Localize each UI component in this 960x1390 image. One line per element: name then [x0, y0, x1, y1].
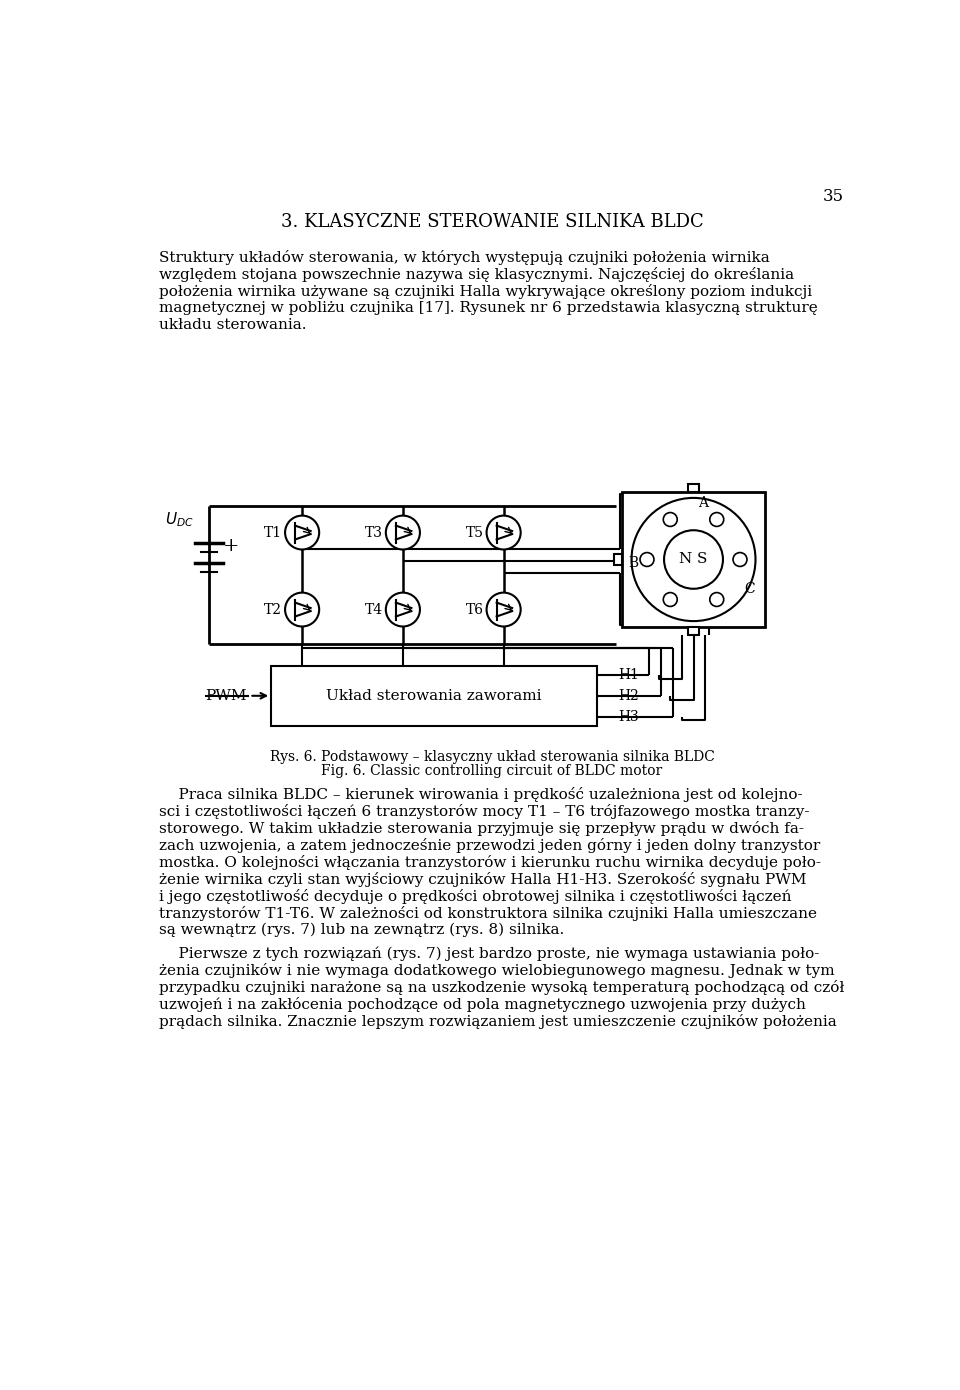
Text: T1: T1 — [264, 525, 282, 539]
Text: względem stojana powszechnie nazywa się klasycznymi. Najczęściej do określania: względem stojana powszechnie nazywa się … — [158, 267, 794, 282]
Text: 3. KLASYCZNE STEROWANIE SILNIKA BLDC: 3. KLASYCZNE STEROWANIE SILNIKA BLDC — [280, 213, 704, 231]
Circle shape — [632, 498, 756, 621]
Text: T3: T3 — [365, 525, 383, 539]
Circle shape — [709, 592, 724, 606]
Text: +: + — [223, 538, 239, 556]
Text: zach uzwojenia, a zatem jednocześnie przewodzi jeden górny i jeden dolny tranzys: zach uzwojenia, a zatem jednocześnie prz… — [158, 838, 820, 853]
Text: Pierwsze z tych rozwiązań (rys. 7) jest bardzo proste, nie wymaga ustawiania poł: Pierwsze z tych rozwiązań (rys. 7) jest … — [158, 947, 819, 960]
Text: magnetycznej w pobliżu czujnika [17]. Rysunek nr 6 przedstawia klasyczną struktu: magnetycznej w pobliżu czujnika [17]. Ry… — [158, 300, 818, 314]
Text: Układ sterowania zaworami: Układ sterowania zaworami — [326, 689, 541, 703]
Circle shape — [663, 592, 677, 606]
Text: H2: H2 — [618, 689, 639, 703]
Text: T4: T4 — [365, 602, 383, 617]
Text: T6: T6 — [466, 602, 484, 617]
Circle shape — [386, 516, 420, 549]
Text: H3: H3 — [618, 709, 639, 724]
Text: storowego. W takim układzie sterowania przyjmuje się przepływ prądu w dwóch fa-: storowego. W takim układzie sterowania p… — [158, 821, 804, 837]
Circle shape — [663, 513, 677, 527]
Text: tranzystorów T1-T6. W zależności od konstruktora silnika czujniki Halla umieszcz: tranzystorów T1-T6. W zależności od kons… — [158, 906, 817, 922]
Text: $U_{DC}$: $U_{DC}$ — [165, 510, 194, 528]
Circle shape — [733, 553, 747, 567]
Bar — [688, 484, 699, 492]
Bar — [271, 666, 596, 726]
Text: prądach silnika. Znacznie lepszym rozwiązaniem jest umieszczenie czujników położ: prądach silnika. Znacznie lepszym rozwią… — [158, 1013, 836, 1029]
Text: żenie wirnika czyli stan wyjściowy czujników Halla H1-H3. Szerokość sygnału PWM: żenie wirnika czyli stan wyjściowy czujn… — [158, 872, 806, 887]
Circle shape — [709, 513, 724, 527]
Text: PWM: PWM — [205, 689, 247, 703]
Text: przypadku czujniki narażone są na uszkodzenie wysoką temperaturą pochodzącą od c: przypadku czujniki narażone są na uszkod… — [158, 980, 844, 995]
Text: Struktury układów sterowania, w których występują czujniki położenia wirnika: Struktury układów sterowania, w których … — [158, 250, 770, 265]
Text: C: C — [744, 582, 755, 596]
Text: S: S — [697, 552, 708, 567]
Bar — [688, 627, 699, 635]
Text: T5: T5 — [466, 525, 484, 539]
Text: układu sterowania.: układu sterowania. — [158, 318, 306, 332]
Text: uzwojeń i na zakłócenia pochodzące od pola magnetycznego uzwojenia przy dużych: uzwojeń i na zakłócenia pochodzące od po… — [158, 997, 805, 1012]
Text: A: A — [698, 495, 708, 510]
Text: położenia wirnika używane są czujniki Halla wykrywające określony poziom indukcj: położenia wirnika używane są czujniki Ha… — [158, 284, 812, 299]
Circle shape — [664, 530, 723, 589]
Text: są wewnątrz (rys. 7) lub na zewnątrz (rys. 8) silnika.: są wewnątrz (rys. 7) lub na zewnątrz (ry… — [158, 923, 564, 937]
Text: żenia czujników i nie wymaga dodatkowego wielobiegunowego magnesu. Jednak w tym: żenia czujników i nie wymaga dodatkowego… — [158, 963, 834, 979]
Text: B: B — [628, 556, 638, 570]
Bar — [614, 555, 622, 564]
Circle shape — [487, 516, 520, 549]
Text: 35: 35 — [823, 189, 844, 206]
Text: T2: T2 — [264, 602, 282, 617]
Circle shape — [386, 592, 420, 627]
Text: sci i częstotliwości łączeń 6 tranzystorów mocy T1 – T6 trójfazowego mostka tran: sci i częstotliwości łączeń 6 tranzystor… — [158, 805, 809, 819]
Text: Rys. 6. Podstawowy – klasyczny układ sterowania silnika BLDC: Rys. 6. Podstawowy – klasyczny układ ste… — [270, 751, 714, 764]
Circle shape — [285, 592, 319, 627]
Text: N: N — [679, 552, 691, 567]
Circle shape — [640, 553, 654, 567]
Circle shape — [285, 516, 319, 549]
Text: Praca silnika BLDC – kierunek wirowania i prędkość uzależniona jest od kolejno-: Praca silnika BLDC – kierunek wirowania … — [158, 787, 803, 802]
Bar — [622, 492, 765, 627]
Text: mostka. O kolejności włączania tranzystorów i kierunku ruchu wirnika decyduje po: mostka. O kolejności włączania tranzysto… — [158, 855, 821, 870]
Text: Fig. 6. Classic controlling circuit of BLDC motor: Fig. 6. Classic controlling circuit of B… — [322, 765, 662, 778]
Text: i jego częstotliwość decyduje o prędkości obrotowej silnika i częstotliwości łąc: i jego częstotliwość decyduje o prędkośc… — [158, 890, 791, 904]
Text: H1: H1 — [618, 669, 639, 682]
Circle shape — [487, 592, 520, 627]
